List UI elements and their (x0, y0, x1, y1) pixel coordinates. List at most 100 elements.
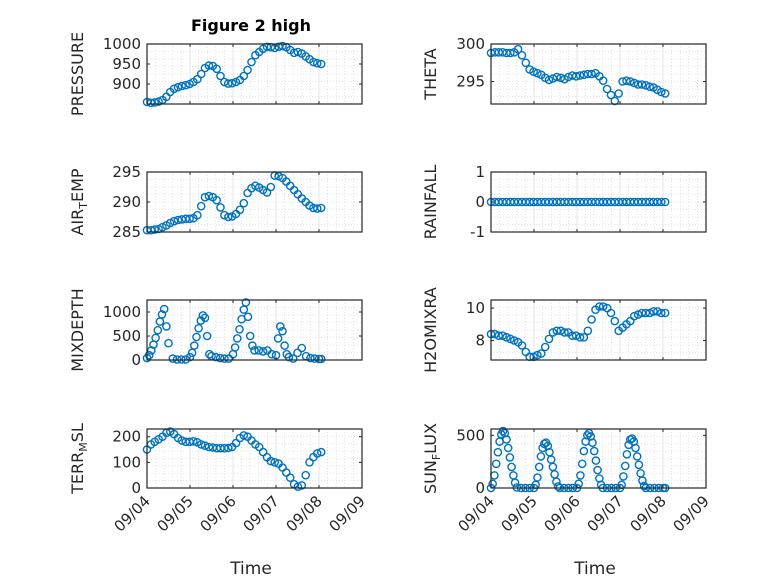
data-point (301, 351, 311, 361)
figure-title: Figure 2 high (191, 16, 311, 35)
y-tick-label: 0 (131, 351, 141, 369)
subplot-terr-msl: 0 100 200 TERRMSL 09/04 09/05 09/06 09/07 09/08 0… (68, 423, 369, 535)
subplot-h2omixra: 8 10 H2OMIXRA (421, 287, 707, 373)
data-point (293, 482, 303, 492)
x-tick-label: 09/04 (455, 492, 498, 535)
data-point (544, 334, 554, 344)
y-tick-label: 200 (112, 428, 141, 446)
y-tick-label: 290 (112, 193, 141, 211)
data-point (548, 462, 558, 472)
data-point (284, 352, 294, 362)
data-point (275, 322, 285, 331)
data-point (498, 331, 507, 341)
data-point (189, 436, 198, 446)
data-point (235, 324, 244, 334)
data-point (202, 331, 212, 341)
data-point (544, 75, 554, 85)
data-point (587, 315, 596, 324)
data-point (641, 308, 651, 318)
x-tick-label: 09/07 (240, 492, 283, 535)
x-tick-label: 09/09 (670, 492, 713, 535)
data-point (293, 47, 303, 57)
data-point (598, 76, 608, 85)
data-point (232, 334, 242, 343)
y-tick-label: 1000 (103, 35, 141, 53)
data-point (629, 311, 639, 321)
y-axis-label: THETA (421, 48, 440, 100)
data-point (312, 204, 322, 213)
data-point (266, 182, 276, 192)
data-point (312, 58, 322, 68)
y-tick-label: 295 (112, 163, 141, 181)
data-point (227, 78, 237, 88)
data-point (223, 79, 233, 88)
y-tick-label: 100 (112, 453, 141, 471)
data-point (510, 478, 520, 488)
data-point (660, 89, 670, 98)
data-point (223, 443, 233, 453)
data-point (270, 457, 280, 467)
data-point (614, 89, 624, 98)
data-point (297, 481, 307, 490)
data-point (316, 59, 326, 69)
data-point (200, 441, 210, 451)
data-point (196, 69, 206, 79)
data-point (493, 447, 503, 457)
data-point (583, 430, 592, 440)
data-point (657, 308, 666, 318)
subplot-sun-flux: 0 500 SUNFLUX 09/04 09/05 09/06 09/07 09/08 09/0… (421, 423, 713, 535)
data-point (491, 459, 501, 469)
data-point (629, 78, 639, 88)
data-point (150, 98, 159, 107)
data-point (622, 76, 631, 85)
subplot-theta: 295 300 THETA (421, 35, 707, 106)
x-axis-title-right: Time (573, 559, 616, 579)
data-point (513, 44, 523, 54)
data-point (506, 48, 515, 58)
data-point (509, 336, 519, 345)
subplot-mixdepth: 0 500 1000 MIXDEPTH (68, 288, 363, 372)
data-point (502, 435, 511, 444)
data-point (153, 325, 163, 335)
data-point (194, 323, 203, 333)
data-point (550, 469, 559, 479)
data-point (192, 332, 201, 342)
data-point (189, 341, 199, 350)
data-point (316, 447, 326, 457)
data-point (216, 71, 225, 81)
data-point (278, 326, 287, 336)
data-point (301, 470, 311, 480)
data-point (637, 80, 647, 89)
data-point (316, 203, 326, 213)
data-point (589, 446, 599, 456)
axes-box (146, 43, 363, 105)
y-tick-label: 500 (112, 327, 141, 345)
data-point (660, 197, 670, 207)
data-point (657, 87, 666, 97)
axes-box (490, 428, 707, 489)
data-point (254, 346, 264, 355)
data-point (247, 57, 256, 67)
data-point (517, 51, 527, 60)
data-point (309, 57, 318, 67)
data-point (619, 472, 628, 481)
data-point (224, 354, 233, 363)
data-point (177, 81, 187, 91)
data-point (507, 462, 516, 472)
data-point (212, 195, 221, 205)
y-tick-label: -1 (470, 223, 485, 241)
data-point (657, 197, 666, 207)
data-point (548, 328, 558, 337)
data-point (169, 216, 179, 226)
data-point (593, 465, 602, 475)
data-point (521, 58, 531, 68)
data-point (239, 71, 249, 81)
x-axis-title-left: Time (229, 559, 272, 579)
data-point (250, 346, 259, 355)
data-point (579, 446, 589, 456)
data-point (606, 308, 616, 318)
y-axis-label: RAINFALL (421, 165, 440, 240)
data-point (632, 452, 642, 461)
data-point (144, 350, 154, 360)
data-point (560, 328, 569, 337)
